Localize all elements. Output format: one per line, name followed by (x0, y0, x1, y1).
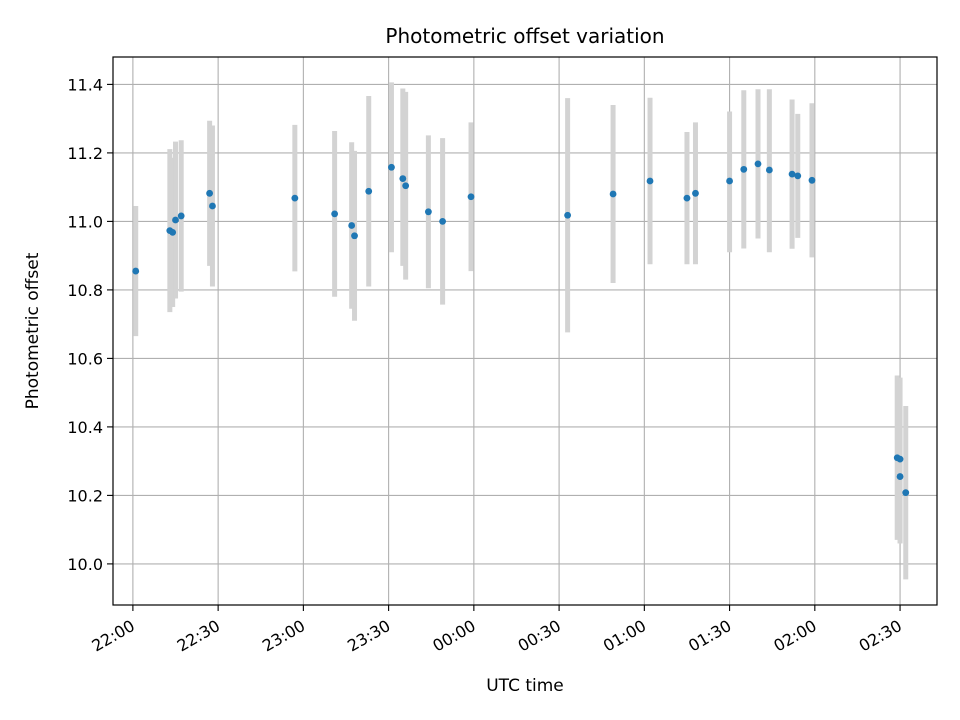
x-tick-label: 23:00 (259, 616, 308, 656)
data-point (331, 210, 339, 218)
x-tick-label: 22:30 (174, 616, 223, 656)
data-point (424, 208, 432, 216)
y-tick-label: 11.4 (67, 75, 103, 94)
x-tick-label: 00:30 (515, 616, 564, 656)
x-tick-label: 02:00 (770, 616, 819, 656)
data-point (206, 189, 214, 197)
data-point (692, 189, 699, 197)
y-axis-ticks: 10.0 10.2 10.4 10.6 10.8 11.0 11.2 11.4 (67, 75, 113, 574)
data-point (609, 190, 617, 198)
data-point (902, 489, 910, 497)
x-tick-label: 00:00 (429, 616, 478, 656)
data-point (291, 194, 299, 202)
x-tick-label: 02:30 (856, 616, 905, 656)
y-tick-label: 11.0 (67, 212, 103, 231)
chart-title: Photometric offset variation (385, 24, 664, 48)
data-point (794, 172, 802, 180)
data-point (896, 455, 904, 463)
data-point (169, 228, 177, 236)
data-point (402, 182, 410, 190)
data-point (788, 170, 796, 178)
y-tick-label: 10.4 (67, 418, 103, 437)
x-axis-ticks: 22:00 22:30 23:00 23:30 00:00 00:30 01:00 01:30… (88, 605, 905, 656)
data-point (388, 163, 395, 171)
y-axis-label: Photometric offset (23, 252, 43, 409)
x-tick-label: 01:00 (600, 616, 649, 656)
data-point (399, 175, 407, 182)
data-points (132, 160, 910, 497)
data-point (765, 166, 773, 174)
data-point (683, 194, 691, 202)
data-point (439, 218, 446, 225)
x-tick-label: 01:30 (685, 616, 734, 656)
x-tick-label: 23:30 (344, 616, 393, 656)
data-point (754, 160, 762, 168)
data-point (351, 232, 358, 240)
error-bars (133, 82, 909, 580)
data-point (177, 212, 185, 220)
data-point (564, 211, 572, 219)
data-point (172, 216, 179, 224)
y-tick-label: 10.2 (67, 486, 103, 505)
data-point (646, 177, 654, 185)
y-tick-label: 10.8 (67, 281, 103, 300)
grid (113, 57, 937, 605)
plot-frame (112, 56, 938, 606)
data-point (132, 267, 140, 275)
data-point (209, 202, 216, 210)
data-point (348, 222, 356, 229)
data-point (808, 176, 816, 184)
data-point (467, 193, 475, 201)
data-point (896, 473, 904, 480)
data-point (740, 165, 748, 173)
data-point (726, 177, 733, 185)
y-tick-label: 11.2 (67, 144, 103, 163)
y-tick-label: 10.0 (67, 555, 103, 574)
x-tick-label: 22:00 (88, 616, 137, 656)
x-axis-label: UTC time (486, 676, 564, 696)
data-point (365, 187, 373, 195)
y-tick-label: 10.6 (67, 349, 103, 368)
